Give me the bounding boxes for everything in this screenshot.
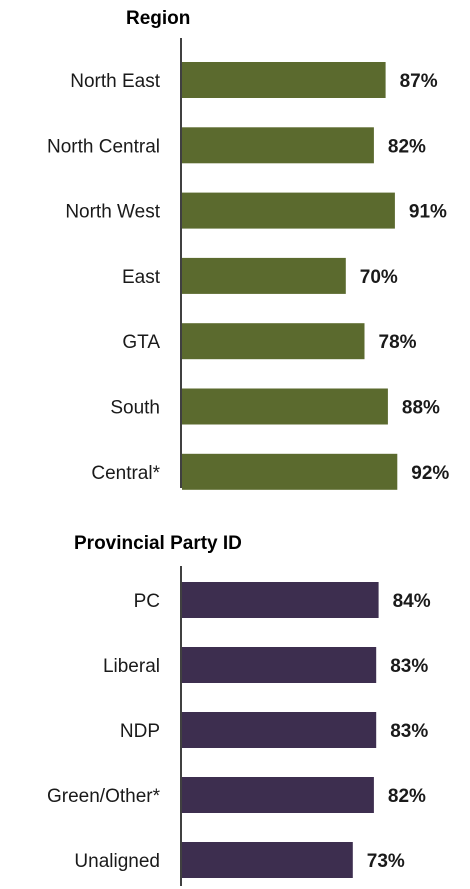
data-label: 83% [390, 656, 428, 677]
data-label: 88% [402, 398, 440, 419]
category-label: Unaligned [74, 851, 160, 872]
data-label: 82% [388, 136, 426, 157]
data-label: 84% [393, 591, 431, 612]
category-label: Green/Other* [47, 786, 161, 807]
bar [182, 323, 365, 360]
category-label: North East [70, 71, 160, 92]
category-label: GTA [122, 332, 160, 353]
bar [182, 582, 379, 618]
bar-group-region: North East 87% North Central 82% North West 9… [47, 62, 449, 490]
bar [182, 777, 374, 813]
bar [182, 712, 377, 748]
category-label: Liberal [103, 656, 160, 677]
bar [182, 192, 395, 229]
data-label: 78% [379, 332, 417, 353]
data-label: 92% [411, 463, 449, 484]
bar [182, 842, 353, 878]
chart-title-party-id: Provincial Party ID [74, 533, 242, 554]
data-label: 83% [390, 721, 428, 742]
category-label: East [122, 267, 161, 288]
data-label: 87% [400, 71, 438, 92]
bar [182, 647, 377, 683]
category-label: Central* [91, 463, 160, 484]
category-label: PC [134, 591, 160, 612]
bar [182, 453, 398, 490]
category-label: South [110, 398, 160, 419]
bar [182, 127, 374, 164]
category-label: NDP [120, 721, 160, 742]
bar [182, 257, 346, 294]
category-label: North West [65, 202, 160, 223]
chart-title-region: Region [126, 8, 190, 29]
bar-group-party-id: PC 84% Liberal 83% NDP 83% Green/Other* 82% Unal… [47, 582, 431, 878]
data-label: 91% [409, 202, 447, 223]
category-label: North Central [47, 136, 160, 157]
bar [182, 388, 388, 425]
data-label: 82% [388, 786, 426, 807]
data-label: 70% [360, 267, 398, 288]
bar [182, 62, 386, 98]
data-label: 73% [367, 851, 405, 872]
